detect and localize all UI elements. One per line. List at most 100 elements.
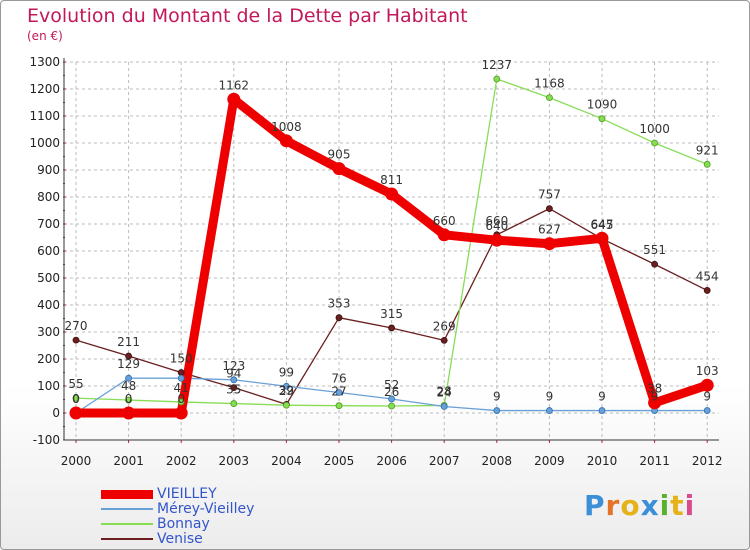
data-label: 9 bbox=[493, 390, 501, 404]
data-label: 27 bbox=[331, 385, 346, 399]
data-point bbox=[440, 336, 448, 344]
data-label: 123 bbox=[222, 359, 245, 373]
data-point bbox=[595, 231, 609, 245]
logo-letter: i bbox=[684, 489, 696, 522]
legend-swatch bbox=[101, 508, 153, 510]
x-tick-label: 2010 bbox=[587, 454, 618, 468]
data-label: 627 bbox=[538, 223, 561, 237]
data-label: 0 bbox=[72, 392, 80, 406]
x-tick-label: 2003 bbox=[219, 454, 250, 468]
data-point bbox=[388, 395, 396, 403]
data-point bbox=[230, 376, 238, 384]
x-tick-label: 2009 bbox=[534, 454, 565, 468]
data-point bbox=[174, 406, 188, 420]
data-point bbox=[125, 352, 132, 360]
data-point bbox=[69, 406, 83, 420]
data-label: 905 bbox=[328, 148, 351, 162]
data-point bbox=[493, 75, 501, 83]
data-point bbox=[335, 402, 343, 410]
logo-letter: P bbox=[584, 489, 606, 522]
data-label: 1000 bbox=[639, 122, 670, 136]
y-tick-label: 1000 bbox=[29, 136, 60, 150]
data-point bbox=[388, 402, 396, 410]
data-label: 0 bbox=[125, 392, 133, 406]
legend-label: VIEILLEY bbox=[157, 486, 217, 502]
legend-label: Venise bbox=[157, 531, 203, 547]
data-point bbox=[700, 378, 714, 392]
y-tick-label: 400 bbox=[37, 298, 60, 312]
data-label: 454 bbox=[696, 269, 719, 283]
y-tick-label: 800 bbox=[37, 190, 60, 204]
data-label: 26 bbox=[384, 385, 399, 399]
data-point bbox=[703, 407, 711, 414]
chart-title: Evolution du Montant de la Dette par Hab… bbox=[27, 5, 468, 27]
data-label: 99 bbox=[279, 365, 294, 379]
data-point bbox=[177, 398, 185, 406]
grid-lines bbox=[64, 61, 719, 441]
data-point bbox=[546, 94, 553, 102]
x-tick-label: 2004 bbox=[271, 454, 302, 468]
data-label: 640 bbox=[485, 219, 508, 233]
data-label: 9 bbox=[703, 390, 711, 404]
data-label: 38 bbox=[647, 382, 662, 396]
data-label: 1168 bbox=[534, 77, 565, 91]
data-label: 0 bbox=[177, 392, 185, 406]
x-tick-label: 2000 bbox=[61, 454, 92, 468]
legend-item: VIEILLEY bbox=[101, 487, 254, 502]
legend-item: Bonnay bbox=[101, 517, 254, 532]
series-points bbox=[69, 75, 714, 420]
data-label: 9 bbox=[598, 390, 606, 404]
x-tick-label: 2005 bbox=[324, 454, 355, 468]
y-tick-label: 1200 bbox=[29, 82, 60, 96]
data-label: 1090 bbox=[587, 98, 618, 112]
data-label: 76 bbox=[331, 371, 346, 385]
data-label: 269 bbox=[433, 319, 456, 333]
x-tick-label: 2012 bbox=[692, 454, 723, 468]
data-label: 921 bbox=[696, 143, 719, 157]
legend-swatch bbox=[101, 538, 153, 540]
y-tick-label: 600 bbox=[37, 244, 60, 258]
data-point bbox=[332, 162, 346, 176]
data-point bbox=[651, 260, 658, 268]
y-tick-label: 1100 bbox=[29, 109, 60, 123]
axes: -100010020030040050060070080090010001100… bbox=[29, 55, 722, 468]
data-point bbox=[177, 374, 185, 382]
data-point bbox=[72, 336, 80, 344]
x-tick-label: 2002 bbox=[166, 454, 197, 468]
x-tick-label: 2006 bbox=[376, 454, 407, 468]
data-point bbox=[490, 233, 504, 247]
data-point bbox=[440, 403, 448, 410]
data-point bbox=[493, 407, 501, 414]
data-label: 315 bbox=[380, 307, 403, 321]
logo-letter: r bbox=[605, 489, 621, 522]
x-tick-label: 2007 bbox=[429, 454, 460, 468]
legend-label: Mérey-Vieilley bbox=[157, 501, 255, 517]
x-tick-label: 2001 bbox=[113, 454, 144, 468]
data-label: 48 bbox=[121, 379, 136, 393]
data-label: 28 bbox=[437, 384, 452, 398]
data-label: 811 bbox=[380, 173, 403, 187]
x-tick-label: 2008 bbox=[482, 454, 513, 468]
data-point bbox=[230, 384, 238, 392]
data-label: 0 bbox=[72, 392, 80, 406]
logo-letter: i bbox=[659, 489, 671, 522]
data-point bbox=[282, 401, 290, 409]
data-point bbox=[546, 205, 553, 213]
data-point bbox=[598, 407, 606, 414]
logo-letter: x bbox=[640, 489, 660, 522]
data-label: 270 bbox=[65, 319, 88, 333]
data-label: 94 bbox=[226, 367, 241, 381]
data-label: 647 bbox=[591, 217, 614, 231]
data-point bbox=[385, 187, 399, 201]
data-label: 41 bbox=[174, 381, 189, 395]
data-point bbox=[230, 400, 238, 407]
data-label: 211 bbox=[117, 335, 140, 349]
legend-item: Mérey-Vieilley bbox=[101, 502, 254, 517]
data-label: 24 bbox=[437, 386, 452, 400]
y-tick-label: 300 bbox=[37, 325, 60, 339]
data-label: 757 bbox=[538, 188, 561, 202]
data-point bbox=[703, 287, 711, 294]
data-label: 1162 bbox=[219, 78, 250, 92]
data-point bbox=[542, 237, 556, 251]
